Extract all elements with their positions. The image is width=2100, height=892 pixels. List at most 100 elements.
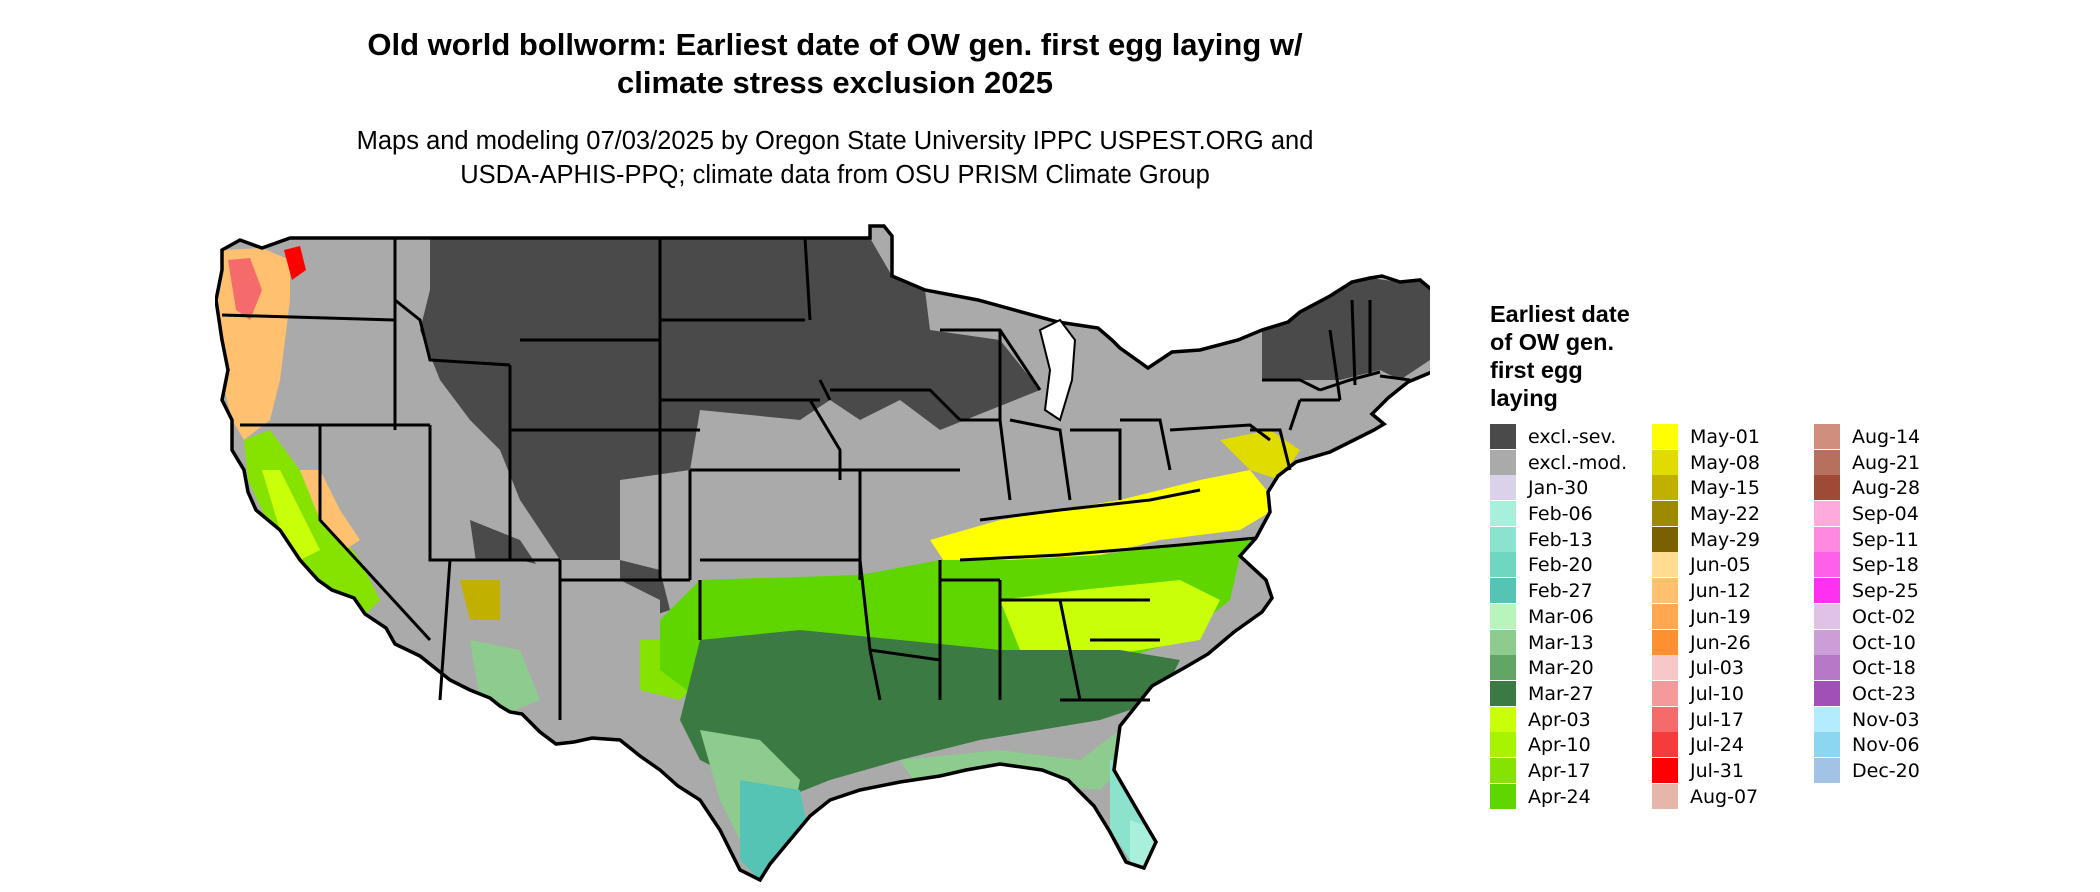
legend-swatch	[1814, 526, 1840, 552]
legend-label: Jun-19	[1690, 605, 1751, 628]
legend-label: Sep-04	[1852, 503, 1919, 526]
us-map	[215, 224, 1430, 882]
legend-label: Dec-20	[1852, 759, 1920, 782]
legend-swatch	[1490, 655, 1516, 681]
legend-title-line: first egg	[1490, 357, 1583, 383]
map-subtitle: Maps and modeling 07/03/2025 by Oregon S…	[240, 124, 1430, 192]
legend-swatch	[1814, 655, 1840, 681]
legend-swatch	[1814, 706, 1840, 732]
map-subtitle-line-2: USDA-APHIS-PPQ; climate data from OSU PR…	[460, 161, 1210, 189]
legend-label: Feb-27	[1528, 580, 1593, 603]
legend-label: May-15	[1690, 477, 1760, 500]
legend-swatch	[1652, 501, 1678, 527]
legend-label: Apr-10	[1528, 734, 1591, 757]
legend-label: excl.-mod.	[1528, 451, 1628, 474]
legend-label: Aug-28	[1852, 477, 1921, 500]
legend-swatch	[1490, 424, 1516, 449]
legend-swatch	[1490, 603, 1516, 629]
legend-label: Mar-20	[1528, 657, 1594, 680]
legend-swatch	[1652, 526, 1678, 552]
legend-label: Aug-14	[1852, 426, 1921, 448]
legend-label: Jul-03	[1690, 657, 1744, 680]
legend-label: Mar-06	[1528, 605, 1594, 628]
legend-swatch	[1652, 475, 1678, 501]
legend-swatch	[1652, 757, 1678, 783]
legend-label: Feb-20	[1528, 554, 1593, 577]
legend-label: Jul-24	[1690, 734, 1744, 757]
legend-swatch	[1490, 706, 1516, 732]
legend-label: Jul-10	[1690, 682, 1744, 705]
legend-label: May-08	[1690, 451, 1760, 474]
legend-label: Aug-21	[1852, 451, 1921, 474]
legend-label: Feb-06	[1528, 503, 1593, 526]
legend-swatch	[1490, 526, 1516, 552]
legend-swatch	[1814, 680, 1840, 706]
legend-title: Earliest date of OW gen. first egg layin…	[1490, 300, 1730, 412]
legend-swatch	[1490, 449, 1516, 475]
legend-swatch	[1652, 732, 1678, 758]
map-title-line-1: Old world bollworm: Earliest date of OW …	[367, 27, 1303, 62]
legend-swatch	[1814, 757, 1840, 783]
legend-label: Apr-24	[1528, 785, 1591, 808]
legend-label: May-22	[1690, 503, 1760, 526]
legend: excl.-sev. excl.-mod. Jan-30 Feb-06 Feb-13 Fe…	[1490, 424, 2050, 814]
legend-label: Jun-26	[1690, 631, 1751, 654]
legend-label: Feb-13	[1528, 528, 1593, 551]
legend-label: May-29	[1690, 528, 1760, 551]
map-title: Old world bollworm: Earliest date of OW …	[240, 26, 1430, 102]
legend-swatch	[1490, 629, 1516, 655]
legend-label: Oct-18	[1852, 657, 1916, 680]
legend-label: Oct-10	[1852, 631, 1916, 654]
legend-label: Apr-17	[1528, 759, 1591, 782]
legend-swatch	[1490, 732, 1516, 758]
legend-title-line: of OW gen.	[1490, 329, 1615, 355]
legend-swatch	[1490, 578, 1516, 604]
legend-swatch	[1814, 578, 1840, 604]
legend-label: Jun-12	[1690, 580, 1751, 603]
legend-label: Apr-03	[1528, 708, 1591, 731]
legend-swatch	[1490, 475, 1516, 501]
legend-swatch	[1490, 783, 1516, 809]
legend-swatch	[1652, 629, 1678, 655]
legend-swatch	[1814, 629, 1840, 655]
legend-label: Jul-17	[1690, 708, 1744, 731]
legend-label: excl.-sev.	[1528, 426, 1617, 448]
legend-swatch	[1652, 424, 1678, 449]
legend-swatch	[1814, 424, 1840, 449]
legend-label: Sep-11	[1852, 528, 1919, 551]
legend-label: Sep-18	[1852, 554, 1919, 577]
legend-label: Sep-25	[1852, 580, 1919, 603]
legend-swatch	[1490, 757, 1516, 783]
legend-label: Jun-05	[1690, 554, 1751, 577]
legend-label: Nov-06	[1852, 734, 1920, 757]
legend-swatch	[1814, 475, 1840, 501]
legend-swatch	[1814, 449, 1840, 475]
legend-swatch	[1814, 732, 1840, 758]
legend-swatch	[1652, 578, 1678, 604]
legend-label: Oct-23	[1852, 682, 1916, 705]
legend-swatch	[1490, 680, 1516, 706]
legend-swatch	[1652, 449, 1678, 475]
legend-swatch	[1652, 552, 1678, 578]
legend-label: Jan-30	[1528, 477, 1589, 500]
legend-swatch	[1490, 552, 1516, 578]
map-title-line-2: climate stress exclusion 2025	[617, 65, 1053, 100]
legend-swatch	[1814, 501, 1840, 527]
legend-title-line: laying	[1490, 385, 1558, 411]
legend-swatch	[1814, 603, 1840, 629]
legend-swatch	[1490, 501, 1516, 527]
legend-label: Nov-03	[1852, 708, 1920, 731]
legend-label: Aug-07	[1690, 785, 1759, 808]
legend-label: Oct-02	[1852, 605, 1916, 628]
legend-swatch	[1652, 655, 1678, 681]
legend-swatch	[1652, 603, 1678, 629]
legend-label: May-01	[1690, 426, 1760, 448]
map-subtitle-line-1: Maps and modeling 07/03/2025 by Oregon S…	[356, 127, 1314, 155]
legend-swatch	[1814, 552, 1840, 578]
legend-swatch	[1652, 783, 1678, 809]
legend-title-line: Earliest date	[1490, 301, 1630, 327]
legend-swatch	[1652, 680, 1678, 706]
legend-label: Jul-31	[1690, 759, 1744, 782]
legend-label: Mar-13	[1528, 631, 1594, 654]
legend-label: Mar-27	[1528, 682, 1594, 705]
